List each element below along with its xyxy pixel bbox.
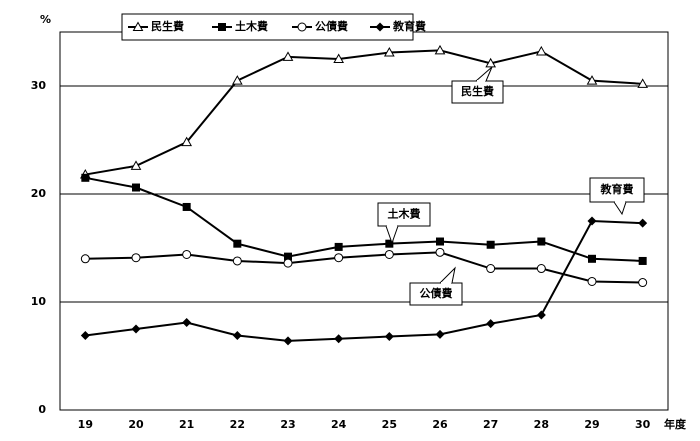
callout-box bbox=[377, 202, 431, 227]
point bbox=[588, 254, 596, 263]
point bbox=[80, 330, 90, 340]
legend-marker bbox=[297, 22, 307, 32]
x-tick-label: 19 bbox=[78, 418, 93, 431]
callout-box bbox=[409, 282, 463, 306]
point bbox=[182, 249, 192, 259]
callout-label: 土木費 bbox=[388, 207, 421, 221]
legend-marker bbox=[132, 21, 144, 31]
x-tick-label: 30 bbox=[635, 418, 651, 431]
point bbox=[435, 247, 445, 257]
x-tick-label: 28 bbox=[534, 418, 549, 431]
point bbox=[535, 45, 547, 56]
point bbox=[486, 240, 495, 249]
point bbox=[587, 216, 597, 226]
point bbox=[384, 249, 394, 259]
legend-label: 土木費 bbox=[235, 19, 268, 33]
callout-pointer bbox=[475, 66, 493, 82]
point bbox=[536, 310, 546, 320]
point bbox=[537, 237, 546, 246]
legend-label: 教育費 bbox=[392, 19, 426, 33]
point bbox=[283, 336, 293, 346]
x-tick-label: 22 bbox=[230, 418, 245, 431]
series-line bbox=[85, 176, 643, 262]
point bbox=[232, 330, 242, 340]
point bbox=[80, 254, 90, 264]
point bbox=[334, 334, 344, 344]
point bbox=[81, 173, 90, 182]
callout-pointer bbox=[613, 201, 627, 216]
point bbox=[282, 51, 294, 61]
legend-label: 民生費 bbox=[151, 19, 184, 33]
x-tick-label: 29 bbox=[584, 418, 599, 431]
point bbox=[586, 75, 598, 85]
legend-label: 公債費 bbox=[315, 19, 348, 33]
point bbox=[333, 53, 345, 63]
point bbox=[131, 253, 141, 263]
series-line bbox=[85, 219, 643, 342]
x-tick-label: 21 bbox=[179, 418, 194, 431]
callout-box bbox=[589, 177, 645, 203]
x-axis-label: 年度 bbox=[664, 417, 687, 431]
x-tick-label: 20 bbox=[128, 418, 144, 431]
point bbox=[435, 329, 445, 339]
point bbox=[436, 237, 444, 246]
x-tick-label: 27 bbox=[483, 418, 498, 431]
point bbox=[334, 253, 344, 263]
legend-marker bbox=[218, 23, 226, 31]
point bbox=[638, 278, 648, 288]
point bbox=[385, 239, 394, 248]
point bbox=[233, 239, 242, 248]
point bbox=[182, 202, 191, 211]
y-tick-label: 30 bbox=[31, 79, 47, 92]
point bbox=[181, 136, 193, 147]
series-line bbox=[85, 251, 643, 284]
point bbox=[587, 276, 597, 286]
point bbox=[384, 332, 394, 342]
point bbox=[383, 47, 395, 57]
y-tick-label: 10 bbox=[31, 295, 47, 308]
point bbox=[638, 256, 647, 265]
legend bbox=[121, 13, 414, 41]
point bbox=[283, 258, 293, 268]
point bbox=[334, 242, 343, 251]
point bbox=[637, 78, 649, 88]
x-tick-label: 26 bbox=[432, 418, 448, 431]
callout-pointer bbox=[385, 225, 399, 245]
point bbox=[231, 75, 243, 85]
point bbox=[284, 252, 292, 261]
y-unit: % bbox=[40, 13, 51, 26]
plot-frame bbox=[59, 31, 669, 411]
point bbox=[485, 57, 497, 68]
point bbox=[638, 218, 648, 228]
x-tick-label: 25 bbox=[382, 418, 397, 431]
y-tick-label: 20 bbox=[31, 187, 47, 200]
callout-pointer bbox=[439, 266, 456, 284]
point bbox=[182, 318, 192, 328]
point bbox=[130, 160, 142, 170]
callout-label: 民生費 bbox=[461, 84, 494, 98]
callout-label: 公債費 bbox=[420, 286, 453, 300]
x-tick-label: 24 bbox=[331, 418, 347, 431]
point bbox=[486, 319, 496, 329]
x-tick-label: 23 bbox=[280, 418, 295, 431]
legend-marker bbox=[375, 22, 385, 32]
y-tick-label: 0 bbox=[38, 403, 46, 416]
point bbox=[132, 183, 140, 192]
point bbox=[434, 44, 446, 55]
point bbox=[486, 264, 496, 274]
callout-label: 教育費 bbox=[600, 182, 634, 196]
point bbox=[131, 324, 141, 334]
point bbox=[536, 264, 546, 274]
series-line bbox=[85, 49, 643, 176]
point bbox=[232, 256, 242, 266]
